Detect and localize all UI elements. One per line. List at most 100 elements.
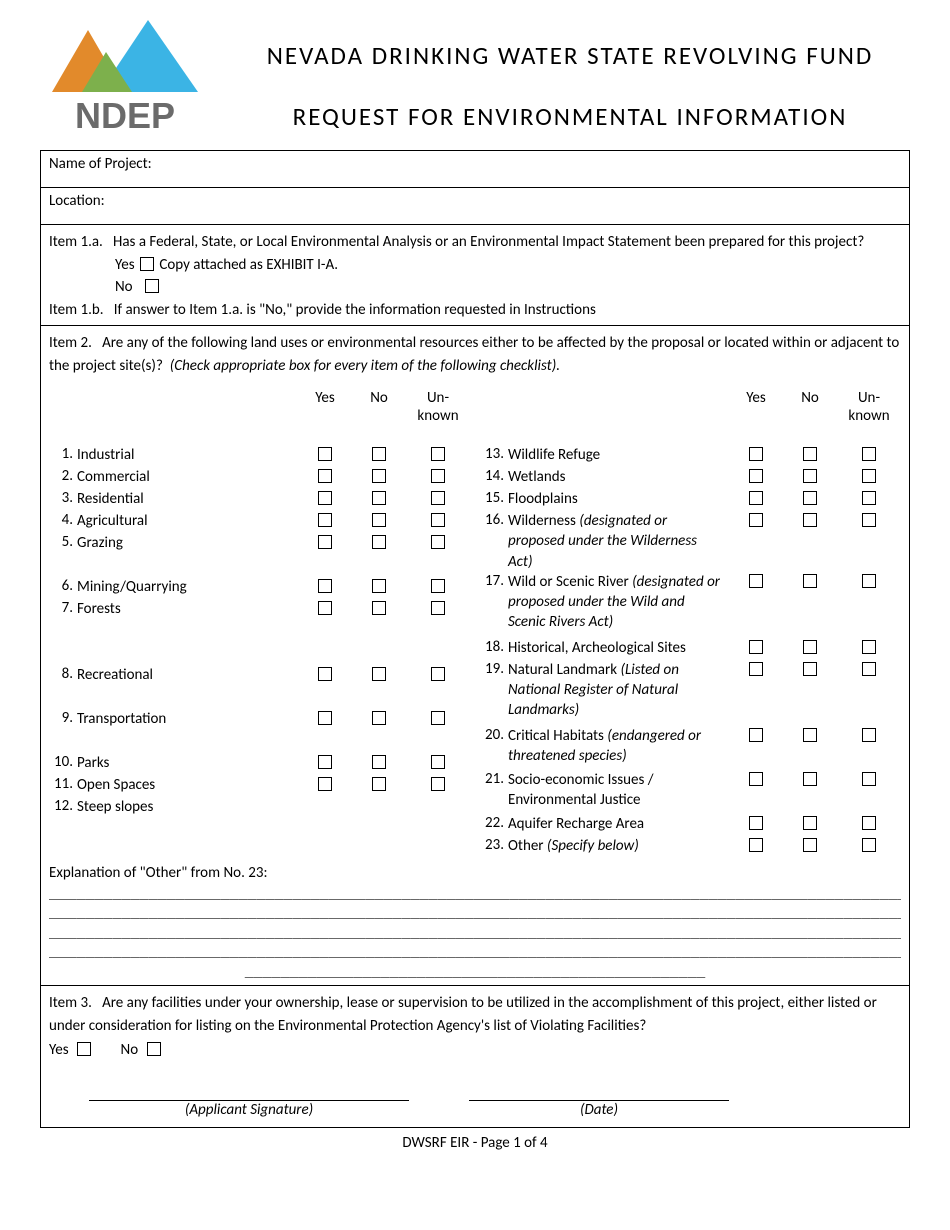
expl-line-4[interactable]: ________________________________________…: [49, 940, 901, 960]
cell-unknown: [837, 489, 901, 508]
checkbox-no[interactable]: [803, 469, 817, 483]
checklist-row: 10.Parks: [49, 753, 470, 775]
checkbox-unknown[interactable]: [431, 667, 445, 681]
checkbox-unknown[interactable]: [431, 711, 445, 725]
checklist-row: 15.Floodplains: [480, 489, 901, 511]
checkbox-yes[interactable]: [318, 711, 332, 725]
checkbox-no[interactable]: [372, 513, 386, 527]
checkbox-unknown[interactable]: [431, 579, 445, 593]
checkbox-yes[interactable]: [749, 574, 763, 588]
checkbox-no[interactable]: [803, 838, 817, 852]
checkbox-unknown[interactable]: [862, 469, 876, 483]
cell-no: [783, 467, 837, 486]
checkbox-yes[interactable]: [318, 755, 332, 769]
cell-unknown: [837, 814, 901, 833]
col-headers-left: Yes No Un- known: [49, 389, 470, 425]
checklist-row: 22.Aquifer Recharge Area: [480, 814, 901, 836]
checkbox-no[interactable]: [803, 816, 817, 830]
checkbox-unknown[interactable]: [862, 816, 876, 830]
checkbox-yes[interactable]: [318, 491, 332, 505]
checkbox-no[interactable]: [372, 447, 386, 461]
checkbox-yes[interactable]: [749, 662, 763, 676]
checkbox-yes[interactable]: [318, 513, 332, 527]
applicant-signature-slot[interactable]: (Applicant Signature): [89, 1100, 409, 1119]
item-1a-yes-checkbox[interactable]: [140, 257, 154, 271]
checkbox-unknown[interactable]: [862, 772, 876, 786]
cell-no: [783, 836, 837, 855]
checkbox-no[interactable]: [803, 728, 817, 742]
checkbox-unknown[interactable]: [862, 728, 876, 742]
expl-line-3[interactable]: ________________________________________…: [49, 921, 901, 941]
checkbox-unknown[interactable]: [862, 838, 876, 852]
cell-no: [352, 533, 406, 552]
checkbox-yes[interactable]: [749, 469, 763, 483]
checkbox-yes[interactable]: [749, 728, 763, 742]
checkbox-yes[interactable]: [749, 640, 763, 654]
checkbox-yes[interactable]: [749, 772, 763, 786]
checkbox-no[interactable]: [372, 601, 386, 615]
checklist-row: 9.Transportation: [49, 709, 470, 753]
checkbox-no[interactable]: [372, 711, 386, 725]
checkbox-unknown[interactable]: [431, 469, 445, 483]
checkbox-yes[interactable]: [318, 579, 332, 593]
checkbox-yes[interactable]: [749, 816, 763, 830]
checkbox-yes[interactable]: [318, 535, 332, 549]
checkbox-yes[interactable]: [318, 667, 332, 681]
checkbox-yes[interactable]: [749, 491, 763, 505]
checkbox-yes[interactable]: [749, 447, 763, 461]
item-1a-no-checkbox[interactable]: [145, 279, 159, 293]
cell-unknown: [837, 445, 901, 464]
checkbox-yes[interactable]: [318, 447, 332, 461]
checkbox-no[interactable]: [803, 491, 817, 505]
checkbox-no[interactable]: [803, 772, 817, 786]
cell-yes: [729, 638, 783, 657]
checkbox-no[interactable]: [803, 640, 817, 654]
row-number: 13.: [480, 445, 508, 463]
checkbox-yes[interactable]: [749, 513, 763, 527]
row-number: 14.: [480, 467, 508, 485]
checkbox-yes[interactable]: [749, 838, 763, 852]
location-row: Location:: [41, 188, 909, 225]
checkbox-yes[interactable]: [318, 469, 332, 483]
date-slot[interactable]: (Date): [469, 1100, 729, 1119]
checkbox-unknown[interactable]: [431, 447, 445, 461]
checkbox-unknown[interactable]: [431, 777, 445, 791]
checkbox-unknown[interactable]: [431, 513, 445, 527]
checkbox-no[interactable]: [372, 469, 386, 483]
checkbox-no[interactable]: [803, 662, 817, 676]
checkbox-unknown[interactable]: [862, 513, 876, 527]
cell-yes: [729, 489, 783, 508]
checkbox-no[interactable]: [803, 513, 817, 527]
checkbox-yes[interactable]: [318, 777, 332, 791]
row-number: 22.: [480, 814, 508, 832]
item-3-yes-checkbox[interactable]: [77, 1042, 91, 1056]
checkbox-unknown[interactable]: [862, 640, 876, 654]
expl-line-1[interactable]: ________________________________________…: [49, 882, 901, 902]
checkbox-no[interactable]: [372, 535, 386, 549]
checkbox-no[interactable]: [803, 447, 817, 461]
checkbox-unknown[interactable]: [862, 491, 876, 505]
checkbox-no[interactable]: [372, 777, 386, 791]
checkbox-unknown[interactable]: [431, 601, 445, 615]
cell-unknown: [406, 753, 470, 772]
checkbox-unknown[interactable]: [431, 491, 445, 505]
checkbox-unknown[interactable]: [431, 755, 445, 769]
checkbox-no[interactable]: [372, 579, 386, 593]
hdr-un-2: known: [417, 407, 458, 425]
expl-line-2[interactable]: ________________________________________…: [49, 901, 901, 921]
cell-yes: [729, 836, 783, 855]
checkbox-unknown[interactable]: [431, 535, 445, 549]
checkbox-no[interactable]: [803, 574, 817, 588]
expl-line-5[interactable]: ________________________________________…: [49, 960, 901, 980]
row-number: 21.: [480, 770, 508, 788]
header: NDEP NEVADA DRINKING WATER STATE REVOLVI…: [40, 20, 910, 140]
checkbox-unknown[interactable]: [862, 662, 876, 676]
checkbox-no[interactable]: [372, 667, 386, 681]
checkbox-yes[interactable]: [318, 601, 332, 615]
cell-yes: [729, 572, 783, 591]
checkbox-unknown[interactable]: [862, 447, 876, 461]
checkbox-no[interactable]: [372, 491, 386, 505]
item-3-no-checkbox[interactable]: [147, 1042, 161, 1056]
checkbox-unknown[interactable]: [862, 574, 876, 588]
checkbox-no[interactable]: [372, 755, 386, 769]
